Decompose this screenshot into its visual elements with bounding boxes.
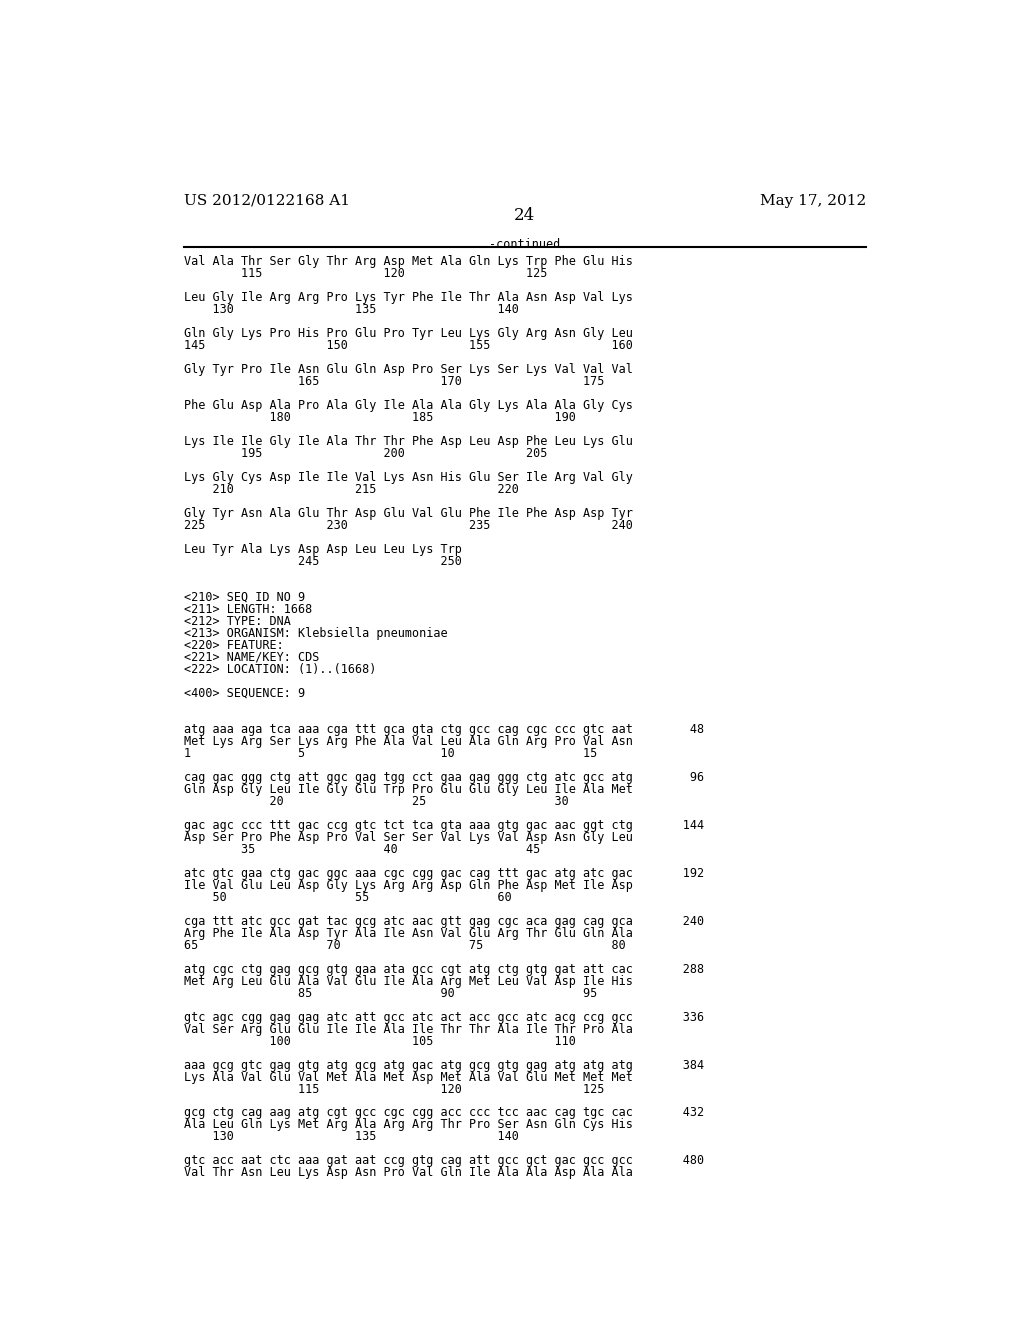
Text: cga ttt atc gcc gat tac gcg atc aac gtt gag cgc aca gag cag gca       240: cga ttt atc gcc gat tac gcg atc aac gtt … bbox=[183, 915, 703, 928]
Text: 165                 170                 175: 165 170 175 bbox=[183, 375, 604, 388]
Text: Arg Phe Ile Ala Asp Tyr Ala Ile Asn Val Glu Arg Thr Glu Gln Ala: Arg Phe Ile Ala Asp Tyr Ala Ile Asn Val … bbox=[183, 927, 633, 940]
Text: <212> TYPE: DNA: <212> TYPE: DNA bbox=[183, 615, 291, 628]
Text: Lys Ala Val Glu Val Met Ala Met Asp Met Ala Val Glu Met Met Met: Lys Ala Val Glu Val Met Ala Met Asp Met … bbox=[183, 1071, 633, 1084]
Text: <221> NAME/KEY: CDS: <221> NAME/KEY: CDS bbox=[183, 651, 318, 664]
Text: <222> LOCATION: (1)..(1668): <222> LOCATION: (1)..(1668) bbox=[183, 663, 376, 676]
Text: gcg ctg cag aag atg cgt gcc cgc cgg acc ccc tcc aac cag tgc cac       432: gcg ctg cag aag atg cgt gcc cgc cgg acc … bbox=[183, 1106, 703, 1119]
Text: 180                 185                 190: 180 185 190 bbox=[183, 411, 575, 424]
Text: Val Ala Thr Ser Gly Thr Arg Asp Met Ala Gln Lys Trp Phe Glu His: Val Ala Thr Ser Gly Thr Arg Asp Met Ala … bbox=[183, 255, 633, 268]
Text: 225                 230                 235                 240: 225 230 235 240 bbox=[183, 519, 633, 532]
Text: gac agc ccc ttt gac ccg gtc tct tca gta aaa gtg gac aac ggt ctg       144: gac agc ccc ttt gac ccg gtc tct tca gta … bbox=[183, 818, 703, 832]
Text: 24: 24 bbox=[514, 207, 536, 224]
Text: Phe Glu Asp Ala Pro Ala Gly Ile Ala Ala Gly Lys Ala Ala Gly Cys: Phe Glu Asp Ala Pro Ala Gly Ile Ala Ala … bbox=[183, 399, 633, 412]
Text: 115                 120                 125: 115 120 125 bbox=[183, 1082, 604, 1096]
Text: 65                  70                  75                  80: 65 70 75 80 bbox=[183, 939, 626, 952]
Text: Val Thr Asn Leu Lys Asp Asn Pro Val Gln Ile Ala Ala Asp Ala Ala: Val Thr Asn Leu Lys Asp Asn Pro Val Gln … bbox=[183, 1167, 633, 1180]
Text: Asp Ser Pro Phe Asp Pro Val Ser Ser Val Lys Val Asp Asn Gly Leu: Asp Ser Pro Phe Asp Pro Val Ser Ser Val … bbox=[183, 830, 633, 843]
Text: Met Arg Leu Glu Ala Val Glu Ile Ala Arg Met Leu Val Asp Ile His: Met Arg Leu Glu Ala Val Glu Ile Ala Arg … bbox=[183, 974, 633, 987]
Text: Ala Leu Gln Lys Met Arg Ala Arg Arg Thr Pro Ser Asn Gln Cys His: Ala Leu Gln Lys Met Arg Ala Arg Arg Thr … bbox=[183, 1118, 633, 1131]
Text: Met Lys Arg Ser Lys Arg Phe Ala Val Leu Ala Gln Arg Pro Val Asn: Met Lys Arg Ser Lys Arg Phe Ala Val Leu … bbox=[183, 735, 633, 747]
Text: 130                 135                 140: 130 135 140 bbox=[183, 1130, 518, 1143]
Text: 115                 120                 125: 115 120 125 bbox=[183, 267, 547, 280]
Text: 85                  90                  95: 85 90 95 bbox=[183, 986, 597, 999]
Text: Gly Tyr Asn Ala Glu Thr Asp Glu Val Glu Phe Ile Phe Asp Asp Tyr: Gly Tyr Asn Ala Glu Thr Asp Glu Val Glu … bbox=[183, 507, 633, 520]
Text: 210                 215                 220: 210 215 220 bbox=[183, 483, 518, 496]
Text: aaa gcg gtc gag gtg atg gcg atg gac atg gcg gtg gag atg atg atg       384: aaa gcg gtc gag gtg atg gcg atg gac atg … bbox=[183, 1059, 703, 1072]
Text: <210> SEQ ID NO 9: <210> SEQ ID NO 9 bbox=[183, 591, 305, 603]
Text: <400> SEQUENCE: 9: <400> SEQUENCE: 9 bbox=[183, 686, 305, 700]
Text: 195                 200                 205: 195 200 205 bbox=[183, 447, 547, 459]
Text: US 2012/0122168 A1: US 2012/0122168 A1 bbox=[183, 194, 349, 209]
Text: 130                 135                 140: 130 135 140 bbox=[183, 302, 518, 315]
Text: 100                 105                 110: 100 105 110 bbox=[183, 1035, 575, 1048]
Text: atg cgc ctg gag gcg gtg gaa ata gcc cgt atg ctg gtg gat att cac       288: atg cgc ctg gag gcg gtg gaa ata gcc cgt … bbox=[183, 962, 703, 975]
Text: Val Ser Arg Glu Glu Ile Ile Ala Ile Thr Thr Ala Ile Thr Pro Ala: Val Ser Arg Glu Glu Ile Ile Ala Ile Thr … bbox=[183, 1023, 633, 1036]
Text: <213> ORGANISM: Klebsiella pneumoniae: <213> ORGANISM: Klebsiella pneumoniae bbox=[183, 627, 447, 640]
Text: -continued: -continued bbox=[489, 238, 560, 251]
Text: Leu Gly Ile Arg Arg Pro Lys Tyr Phe Ile Thr Ala Asn Asp Val Lys: Leu Gly Ile Arg Arg Pro Lys Tyr Phe Ile … bbox=[183, 290, 633, 304]
Text: Gly Tyr Pro Ile Asn Glu Gln Asp Pro Ser Lys Ser Lys Val Val Val: Gly Tyr Pro Ile Asn Glu Gln Asp Pro Ser … bbox=[183, 363, 633, 376]
Text: 20                  25                  30: 20 25 30 bbox=[183, 795, 568, 808]
Text: 35                  40                  45: 35 40 45 bbox=[183, 842, 540, 855]
Text: 1               5                   10                  15: 1 5 10 15 bbox=[183, 747, 597, 760]
Text: atg aaa aga tca aaa cga ttt gca gta ctg gcc cag cgc ccc gtc aat        48: atg aaa aga tca aaa cga ttt gca gta ctg … bbox=[183, 723, 703, 735]
Text: Lys Gly Cys Asp Ile Ile Val Lys Asn His Glu Ser Ile Arg Val Gly: Lys Gly Cys Asp Ile Ile Val Lys Asn His … bbox=[183, 471, 633, 484]
Text: 50                  55                  60: 50 55 60 bbox=[183, 891, 511, 904]
Text: gtc acc aat ctc aaa gat aat ccg gtg cag att gcc gct gac gcc gcc       480: gtc acc aat ctc aaa gat aat ccg gtg cag … bbox=[183, 1155, 703, 1167]
Text: Gln Asp Gly Leu Ile Gly Glu Trp Pro Glu Glu Gly Leu Ile Ala Met: Gln Asp Gly Leu Ile Gly Glu Trp Pro Glu … bbox=[183, 783, 633, 796]
Text: atc gtc gaa ctg gac ggc aaa cgc cgg gac cag ttt gac atg atc gac       192: atc gtc gaa ctg gac ggc aaa cgc cgg gac … bbox=[183, 867, 703, 879]
Text: 245                 250: 245 250 bbox=[183, 554, 462, 568]
Text: <220> FEATURE:: <220> FEATURE: bbox=[183, 639, 284, 652]
Text: May 17, 2012: May 17, 2012 bbox=[760, 194, 866, 209]
Text: Leu Tyr Ala Lys Asp Asp Leu Leu Lys Trp: Leu Tyr Ala Lys Asp Asp Leu Leu Lys Trp bbox=[183, 543, 462, 556]
Text: Lys Ile Ile Gly Ile Ala Thr Thr Phe Asp Leu Asp Phe Leu Lys Glu: Lys Ile Ile Gly Ile Ala Thr Thr Phe Asp … bbox=[183, 434, 633, 447]
Text: gtc agc cgg gag gag atc att gcc atc act acc gcc atc acg ccg gcc       336: gtc agc cgg gag gag atc att gcc atc act … bbox=[183, 1011, 703, 1023]
Text: Gln Gly Lys Pro His Pro Glu Pro Tyr Leu Lys Gly Arg Asn Gly Leu: Gln Gly Lys Pro His Pro Glu Pro Tyr Leu … bbox=[183, 327, 633, 341]
Text: cag gac ggg ctg att ggc gag tgg cct gaa gag ggg ctg atc gcc atg        96: cag gac ggg ctg att ggc gag tgg cct gaa … bbox=[183, 771, 703, 784]
Text: 145                 150                 155                 160: 145 150 155 160 bbox=[183, 339, 633, 352]
Text: Ile Val Glu Leu Asp Gly Lys Arg Arg Asp Gln Phe Asp Met Ile Asp: Ile Val Glu Leu Asp Gly Lys Arg Arg Asp … bbox=[183, 879, 633, 891]
Text: <211> LENGTH: 1668: <211> LENGTH: 1668 bbox=[183, 603, 311, 615]
